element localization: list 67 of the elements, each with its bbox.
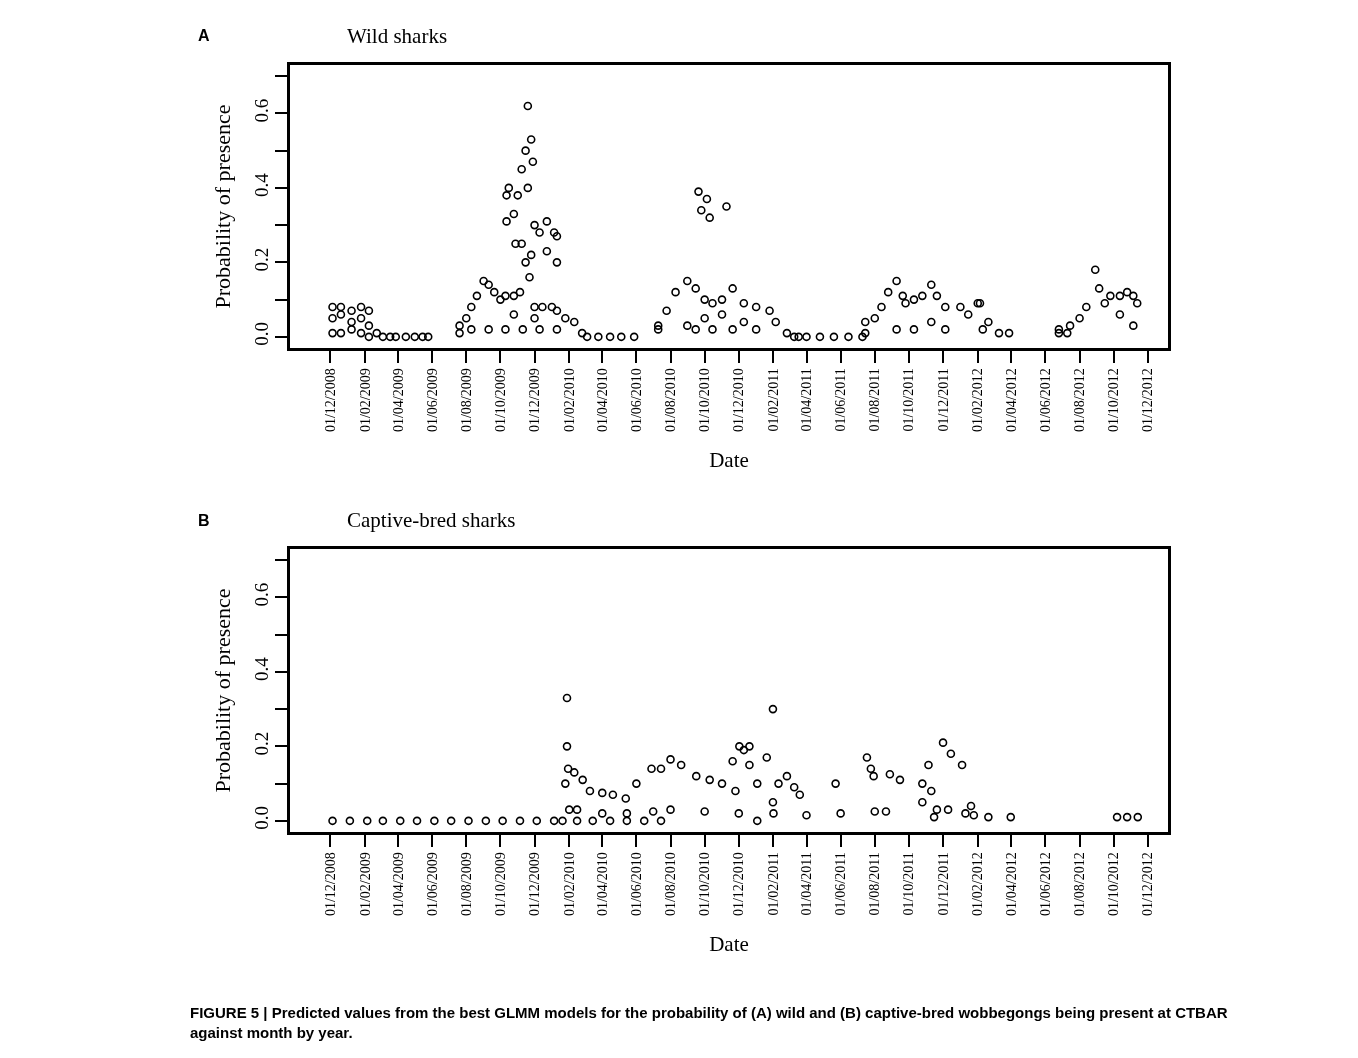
- x-tick-label: 01/10/2012: [1106, 368, 1122, 433]
- x-tick-label: 01/02/2009: [357, 368, 373, 433]
- x-tick-label: 01/02/2012: [970, 852, 986, 917]
- x-tick-label: 01/12/2009: [527, 852, 543, 917]
- x-tick-label: 01/02/2010: [561, 852, 577, 917]
- y-tick-label: 0.4: [250, 172, 272, 197]
- x-tick-label: 01/04/2011: [799, 852, 815, 916]
- y-tick-label: 0.4: [250, 656, 272, 681]
- x-tick-label: 01/04/2011: [799, 368, 815, 432]
- x-tick-label: 01/02/2011: [766, 368, 782, 432]
- x-tick-label: 01/12/2010: [731, 368, 747, 433]
- x-tick-label: 01/06/2011: [833, 852, 849, 916]
- y-axis-title: Probability of presence: [210, 104, 236, 309]
- x-tick-label: 01/08/2010: [663, 852, 679, 917]
- y-tick-label: 0.2: [250, 731, 272, 756]
- chart-title: Captive-bred sharks: [347, 508, 516, 532]
- x-tick-label: 01/06/2010: [628, 852, 644, 917]
- x-tick-label: 01/08/2012: [1072, 368, 1088, 433]
- x-tick-label: 01/12/2010: [731, 852, 747, 917]
- y-tick-label: 0.0: [250, 806, 272, 830]
- text: B: [198, 512, 210, 529]
- x-tick-label: 01/06/2012: [1038, 852, 1053, 917]
- x-tick-label: 01/04/2010: [594, 852, 610, 917]
- x-tick-label: 01/08/2011: [867, 852, 883, 916]
- y-tick-label: 0.0: [250, 322, 272, 346]
- x-axis-title: Date: [709, 932, 749, 957]
- x-tick-label: 01/04/2010: [594, 368, 610, 433]
- y-tick-label: 0.6: [250, 98, 272, 123]
- x-tick-label: 01/06/2012: [1038, 368, 1053, 433]
- x-tick-label: 01/02/2011: [766, 852, 782, 916]
- x-tick-label: 01/04/2012: [1003, 852, 1019, 917]
- x-tick-label: 01/02/2009: [357, 852, 373, 917]
- x-tick-label: 01/08/2012: [1072, 852, 1088, 917]
- x-tick-label: 01/10/2009: [492, 852, 508, 917]
- x-tick-label: 01/04/2009: [390, 368, 406, 433]
- x-tick-label: 01/08/2009: [458, 852, 474, 917]
- x-tick-label: 01/06/2011: [833, 368, 849, 432]
- x-tick-label: 01/04/2009: [390, 852, 406, 917]
- x-tick-label: 01/06/2009: [424, 368, 440, 433]
- x-tick-label: 01/06/2010: [628, 368, 644, 433]
- x-tick-label: 01/12/2011: [935, 852, 951, 916]
- x-tick-label: 01/12/2011: [935, 368, 951, 432]
- x-tick-label: 01/12/2008: [322, 852, 338, 917]
- x-tick-label: 01/12/2012: [1140, 852, 1156, 917]
- chart-title: Wild sharks: [347, 24, 448, 48]
- x-tick-label: 01/10/2011: [901, 368, 917, 432]
- x-tick-label: 01/02/2012: [970, 368, 986, 433]
- x-tick-label: 01/10/2010: [697, 368, 713, 433]
- x-tick-label: 01/08/2010: [663, 368, 679, 433]
- x-tick-label: 01/10/2012: [1106, 852, 1122, 917]
- x-tick-label: 01/10/2009: [492, 368, 508, 433]
- x-tick-label: 01/04/2012: [1003, 368, 1019, 433]
- y-tick-label: 0.6: [250, 582, 272, 607]
- text: A: [198, 27, 210, 44]
- x-tick-label: 01/12/2012: [1140, 368, 1156, 433]
- x-tick-label: 01/12/2008: [322, 368, 338, 433]
- x-tick-label: 01/02/2010: [561, 368, 577, 433]
- y-axis-title: Probability of presence: [210, 588, 236, 793]
- caption: FIGURE 5 | Predicted values from the best GLMM models for the probability of (A) wild and (B) captive-bred wobbegongs being present at CTBAR against month by year.: [190, 1004, 1228, 1041]
- x-tick-label: 01/08/2009: [458, 368, 474, 433]
- x-tick-label: 01/10/2010: [697, 852, 713, 917]
- y-tick-label: 0.2: [250, 247, 272, 272]
- x-axis-title: Date: [709, 448, 749, 473]
- x-tick-label: 01/10/2011: [901, 852, 917, 916]
- x-tick-label: 01/08/2011: [867, 368, 883, 432]
- x-tick-label: 01/06/2009: [424, 852, 440, 917]
- x-tick-label: 01/12/2009: [527, 368, 543, 433]
